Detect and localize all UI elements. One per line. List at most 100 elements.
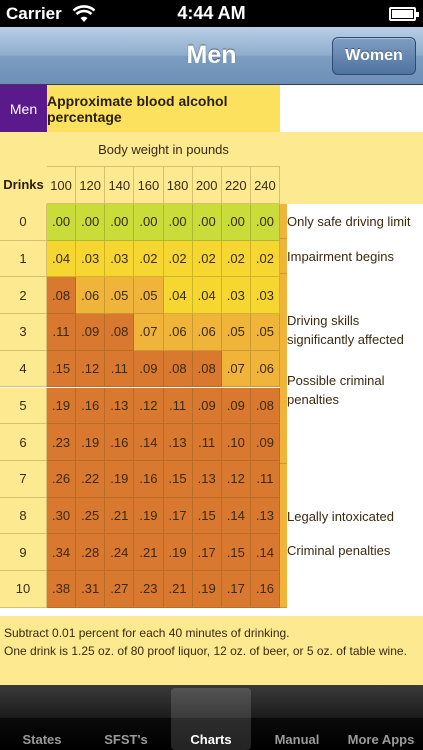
bac-value-cell: .13 [192,460,222,498]
bac-value-cell: .05 [105,277,135,315]
bac-value-cell: .16 [250,571,280,608]
chart-notes: Subtract 0.01 percent for each 40 minute… [0,608,423,685]
bac-value-cell: .21 [163,571,193,608]
bac-value-cell: .12 [221,460,251,498]
weight-header: Body weight in pounds [47,132,280,167]
carrier-label: Carrier [6,4,62,23]
gender-label: Men [0,85,47,132]
legend-affected: Driving skills significantly affected Po… [280,274,404,464]
drinks-header: Drinks [0,132,47,204]
tab-bar: States SFST's Charts Manual More Apps [0,685,423,750]
tab-sfsts[interactable]: SFST's [84,685,168,750]
weight-column-header: 160 [134,167,164,204]
legend-header-blank [280,132,423,204]
bac-value-cell: .30 [47,497,77,535]
bac-value-cell: .25 [76,497,106,535]
bac-value-cell: .12 [134,387,164,425]
drinks-count-cell: 4 [0,350,47,388]
drinks-count-cell: 9 [0,534,47,571]
legend-affected-line2: significantly affected [287,332,404,347]
bac-value-cell: .24 [105,534,135,571]
legend-possible-line1: Possible criminal [287,373,385,388]
bac-value-cell: .05 [134,277,164,315]
bac-value-cell: .26 [47,460,77,498]
bac-value-cell: .21 [105,497,135,535]
bac-value-cell: .04 [163,277,193,315]
tab-charts-label: Charts [190,732,232,747]
tab-charts[interactable]: Charts [171,688,251,750]
bac-value-cell: .07 [221,350,251,388]
tab-states[interactable]: States [0,685,84,750]
drinks-count-cell: 7 [0,460,47,498]
bac-value-cell: .09 [76,314,106,351]
bac-value-cell: .06 [192,314,222,351]
tab-manual[interactable]: Manual [255,685,339,750]
legend-impairment-text: Impairment begins [287,249,394,264]
legend-impairment: Impairment begins [280,239,394,274]
women-button[interactable]: Women [332,37,416,75]
bac-value-cell: .17 [163,497,193,535]
status-bar: Carrier 4:44 AM [0,0,423,27]
tab-more-apps[interactable]: More Apps [339,685,423,750]
bac-value-cell: .08 [163,350,193,388]
bac-value-cell: .23 [134,571,164,608]
bac-value-cell: .14 [250,534,280,571]
bac-value-cell: .14 [221,497,251,535]
bac-value-cell: .00 [192,204,222,241]
bac-value-cell: .11 [47,314,77,351]
tab-more-apps-label: More Apps [347,732,415,747]
bac-value-cell: .02 [192,240,222,278]
bac-value-cell: .13 [105,387,135,425]
bac-value-cell: .03 [250,277,280,315]
weight-column-header: 120 [76,167,106,204]
bac-value-cell: .15 [192,497,222,535]
bac-value-cell: .34 [47,534,77,571]
bac-value-cell: .31 [76,571,106,608]
bac-value-cell: .07 [134,314,164,351]
weight-column-header: 240 [250,167,280,204]
bac-value-cell: .02 [163,240,193,278]
bac-value-cell: .17 [192,534,222,571]
weight-column-header: 100 [47,167,77,204]
battery-icon [389,7,419,21]
legend-intoxicated-text: Legally intoxicated [287,509,394,524]
bac-value-cell: .06 [163,314,193,351]
drinks-count-cell: 10 [0,571,47,608]
clock: 4:44 AM [177,3,246,23]
bac-value-cell: .02 [250,240,280,278]
bac-value-cell: .06 [76,277,106,315]
bac-value-cell: .27 [105,571,135,608]
bac-value-cell: .00 [221,204,251,241]
weight-column-header: 180 [163,167,193,204]
bac-value-cell: .19 [163,534,193,571]
bac-value-cell: .13 [250,497,280,535]
bac-table: Men Approximate blood alcohol percentage… [0,85,423,608]
bac-value-cell: .13 [163,424,193,461]
drinks-count-cell: 8 [0,497,47,535]
bac-value-cell: .04 [192,277,222,315]
weight-column-header: 220 [221,167,251,204]
bac-value-cell: .10 [221,424,251,461]
bac-value-cell: .19 [76,424,106,461]
bac-value-cell: .00 [105,204,135,241]
bac-value-cell: .19 [134,497,164,535]
bac-value-cell: .03 [221,277,251,315]
bac-value-cell: .19 [105,460,135,498]
bac-value-cell: .09 [221,387,251,425]
bac-value-cell: .19 [192,571,222,608]
drinks-count-cell: 6 [0,424,47,461]
bac-value-cell: .11 [105,350,135,388]
weight-column-header: 200 [192,167,222,204]
legend-safe-text: Only safe driving limit [287,214,411,229]
bac-value-cell: .23 [47,424,77,461]
bac-value-cell: .11 [163,387,193,425]
bac-value-cell: .02 [134,240,164,278]
bac-value-cell: .03 [76,240,106,278]
bac-value-cell: .22 [76,460,106,498]
bac-value-cell: .15 [221,534,251,571]
wifi-icon [73,5,95,22]
bac-value-cell: .08 [192,350,222,388]
header-blank [280,85,423,132]
bac-value-cell: .03 [105,240,135,278]
bac-value-cell: .16 [105,424,135,461]
